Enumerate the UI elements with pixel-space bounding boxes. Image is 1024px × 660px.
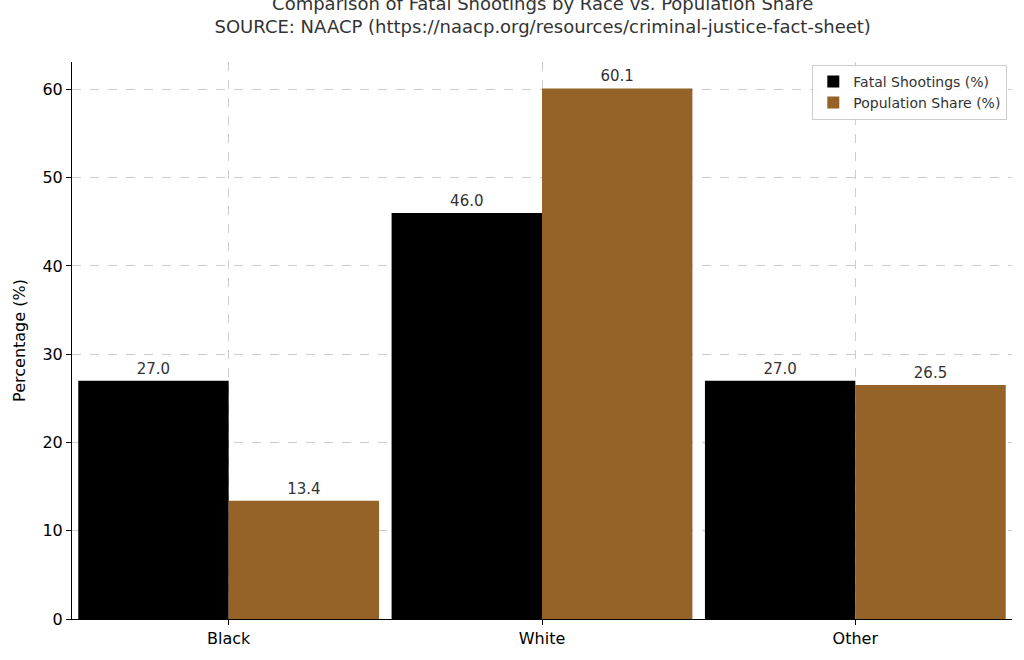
svg-text:60: 60 (42, 80, 62, 99)
svg-text:27.0: 27.0 (763, 360, 796, 378)
svg-text:13.4: 13.4 (287, 480, 320, 498)
svg-text:Comparison of Fatal Shootings: Comparison of Fatal Shootings by Race vs… (215, 0, 871, 37)
svg-text:46.0: 46.0 (450, 192, 483, 210)
svg-text:Percentage (%): Percentage (%) (10, 279, 29, 402)
svg-text:0: 0 (53, 610, 63, 629)
svg-text:Black: Black (207, 629, 251, 648)
svg-text:Other: Other (833, 629, 879, 648)
svg-text:40: 40 (42, 257, 62, 276)
svg-text:Fatal Shootings (%): Fatal Shootings (%) (853, 74, 989, 90)
svg-text:10: 10 (42, 521, 62, 540)
svg-text:White: White (519, 629, 566, 648)
svg-text:Population Share (%): Population Share (%) (853, 95, 1000, 111)
svg-text:26.5: 26.5 (914, 364, 947, 382)
svg-text:60.1: 60.1 (600, 67, 633, 85)
svg-text:27.0: 27.0 (137, 360, 170, 378)
svg-text:50: 50 (42, 168, 62, 187)
svg-text:20: 20 (42, 433, 62, 452)
svg-text:30: 30 (42, 345, 62, 364)
